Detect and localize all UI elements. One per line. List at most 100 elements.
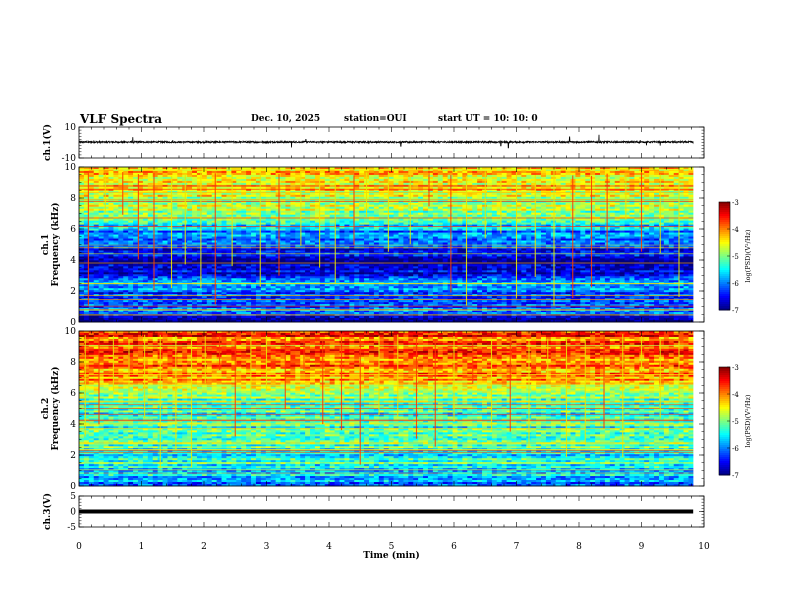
ch1-spectrogram-pixel bbox=[683, 186, 689, 190]
ch1-spectrogram-pixel bbox=[128, 204, 134, 208]
ch1-spectrogram-pixel bbox=[251, 170, 257, 174]
ch1-spectrogram-pixel bbox=[201, 220, 208, 224]
ch1-spectrogram-pixel bbox=[118, 180, 124, 184]
ch1-spectrogram-image bbox=[79, 167, 694, 323]
ch1-spectrogram-pixel bbox=[260, 194, 267, 198]
ch1-spectrogram-pixel bbox=[147, 186, 154, 190]
ch1-spectrogram-pixel bbox=[98, 196, 104, 200]
ch1-spectrogram-pixel bbox=[187, 234, 193, 237]
ch1-spectrogram-pixel bbox=[152, 240, 159, 243]
ch1-spectrogram-pixel bbox=[486, 222, 493, 226]
ch1-spectrogram-pixel bbox=[521, 194, 527, 198]
ch1-spectrogram-pixel bbox=[585, 210, 591, 214]
ch1-spectrogram-pixel bbox=[644, 182, 650, 186]
ch1-spectrogram-pixel bbox=[575, 194, 581, 198]
ch1-spectrogram-pixel bbox=[531, 206, 537, 210]
ch1-spectrogram-pixel bbox=[275, 178, 281, 182]
ch1-spectrogram-pixel bbox=[688, 182, 694, 186]
ch1-spectrogram-pixel bbox=[595, 186, 601, 190]
ch1-spectrogram-pixel bbox=[123, 188, 129, 192]
ch1-spectrogram-pixel bbox=[265, 190, 272, 194]
ch1-spectrogram-pixel bbox=[388, 172, 394, 176]
ch1-spectrogram-pixel bbox=[260, 180, 267, 184]
ch1-spectrogram-pixel bbox=[329, 206, 335, 210]
ch1-spectrogram-pixel bbox=[457, 236, 463, 239]
ch1-spectrogram-pixel bbox=[368, 234, 375, 237]
ch1-spectrogram-pixel bbox=[275, 238, 281, 241]
ch1-spectrogram-pixel bbox=[496, 238, 503, 241]
ch1-spectrogram-pixel bbox=[255, 180, 262, 184]
ch1-spectrogram-pixel bbox=[457, 182, 463, 186]
ch1-spectrogram-pixel bbox=[103, 176, 109, 180]
ch1-spectrogram-pixel bbox=[541, 190, 547, 194]
ch1-spectrogram-pixel bbox=[388, 210, 394, 214]
ch1-spectrogram-pixel bbox=[349, 202, 355, 206]
ch1-spectrogram-pixel bbox=[477, 206, 483, 210]
ch1-spectrogram-pixel bbox=[614, 230, 621, 233]
ch1-spectrogram-pixel bbox=[580, 186, 586, 190]
ch1-spectrogram-pixel bbox=[654, 170, 660, 174]
ch1-spectrogram-pixel bbox=[457, 170, 463, 174]
ch1-spectrogram-pixel bbox=[629, 212, 635, 216]
ch1-spectrogram-pixel bbox=[216, 214, 222, 218]
ch1-spectrogram-pixel bbox=[482, 236, 488, 239]
ch1-spectrogram-pixel bbox=[98, 204, 104, 208]
ch1-spectrogram-pixel bbox=[678, 208, 684, 212]
ch1-spectrogram-pixel bbox=[133, 242, 139, 245]
ch1-spectrogram-pixel bbox=[614, 218, 621, 222]
ch1-spectrogram-pixel bbox=[192, 230, 198, 233]
ch1-spectrogram-pixel bbox=[359, 206, 365, 210]
ch1-spectrogram-pixel bbox=[137, 230, 144, 233]
ch1-spectrogram-pixel bbox=[108, 196, 114, 200]
ch1-spectrogram-pixel bbox=[310, 202, 316, 206]
ch1-spectrogram-pixel bbox=[437, 236, 444, 239]
ch1-spectrogram-pixel bbox=[368, 188, 375, 192]
ch1-spectrogram-pixel bbox=[260, 196, 267, 200]
ch1-spectrogram-pixel bbox=[536, 188, 542, 192]
ch1-spectrogram-pixel bbox=[285, 196, 291, 200]
ch1-spectrogram-pixel bbox=[152, 167, 159, 170]
ch1-spectrogram-pixel bbox=[221, 174, 227, 178]
ch1-spectrogram-pixel bbox=[423, 240, 429, 243]
ch1-spectrogram-pixel bbox=[113, 222, 119, 226]
ch1-spectrogram-pixel bbox=[536, 194, 542, 198]
ch1-spectrogram-pixel bbox=[187, 228, 193, 231]
ch1-spectrogram-pixel bbox=[595, 208, 601, 212]
ch1-spectrogram-pixel bbox=[88, 240, 95, 243]
ch1-spectrogram-pixel bbox=[398, 208, 404, 212]
ch1-spectrogram-pixel bbox=[187, 222, 193, 226]
ch1-spectrogram-pixel bbox=[565, 226, 571, 230]
ch1-spectrogram-pixel bbox=[324, 228, 331, 231]
ch1-spectrogram-pixel bbox=[373, 167, 380, 170]
ch1-spectrogram-pixel bbox=[260, 206, 267, 210]
ch1-spectrogram-pixel bbox=[216, 192, 222, 196]
ch1-spectrogram-pixel bbox=[668, 204, 675, 208]
ch1-spectrogram-pixel bbox=[501, 206, 508, 210]
ch1-spectrogram-pixel bbox=[383, 172, 390, 176]
ch1-spectrogram-pixel bbox=[216, 220, 222, 224]
ch1-spectrogram-pixel bbox=[447, 204, 453, 208]
ch1-spectrogram-pixel bbox=[359, 208, 365, 212]
ch1-spectrogram-pixel bbox=[290, 208, 296, 212]
ch1-spectrogram-pixel bbox=[599, 190, 606, 194]
ch1-spectrogram-pixel bbox=[270, 220, 277, 224]
ch1-spectrogram-pixel bbox=[142, 190, 149, 194]
ch1-spectrogram-pixel bbox=[609, 234, 616, 237]
ch1-spectrogram-pixel bbox=[177, 224, 183, 228]
ch1-spectrogram-pixel bbox=[255, 192, 262, 196]
ch1-spectrogram-pixel bbox=[614, 190, 621, 194]
ch1-spectrogram-pixel bbox=[295, 214, 301, 218]
ch1-spectrogram-pixel bbox=[668, 210, 675, 214]
ch1-spectrogram-pixel bbox=[398, 192, 404, 196]
ch1-spectrogram-pixel bbox=[688, 172, 694, 176]
ch1-spectrogram-pixel bbox=[560, 218, 566, 222]
ch1-spectrogram-pixel bbox=[678, 220, 684, 224]
ch1-spectrogram-pixel bbox=[123, 238, 129, 241]
ch1-spectrogram-pixel bbox=[172, 196, 178, 200]
ch1-spectrogram-pixel bbox=[83, 226, 90, 230]
ch1-spectrogram-pixel bbox=[88, 210, 95, 214]
ch1-spectrogram-pixel bbox=[462, 180, 468, 184]
ch1-spectrogram-pixel bbox=[231, 208, 237, 212]
ch1-spectrogram-pixel bbox=[580, 202, 586, 206]
ch1-spectrogram-pixel bbox=[182, 170, 188, 174]
